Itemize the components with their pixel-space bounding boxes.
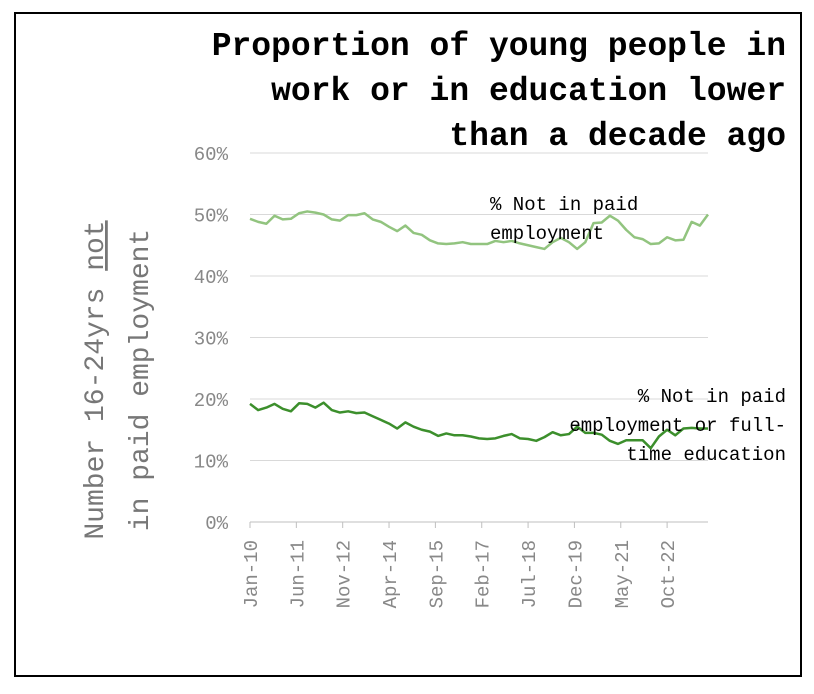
x-tick-label: Jul-18 bbox=[519, 540, 541, 608]
x-tick-label: Jun-11 bbox=[287, 540, 309, 608]
series-line bbox=[249, 401, 708, 450]
series-label: time education bbox=[626, 444, 786, 466]
y-tick-label: 20% bbox=[194, 390, 229, 412]
series-line bbox=[249, 210, 710, 251]
y-tick-label: 30% bbox=[194, 329, 229, 351]
y-tick-label: 0% bbox=[205, 513, 228, 535]
y-axis-title-part: not bbox=[81, 220, 112, 270]
y-axis-title: Number 16-24yrs not bbox=[81, 220, 112, 539]
x-tick-label: Nov-12 bbox=[334, 540, 356, 608]
x-tick-label: May-21 bbox=[612, 540, 634, 608]
series-label: employment bbox=[490, 223, 604, 245]
series-label: % Not in paid bbox=[490, 194, 638, 216]
chart-title: work or in education lower bbox=[271, 73, 786, 110]
y-tick-label: 10% bbox=[194, 452, 229, 474]
x-tick-label: Jan-10 bbox=[241, 540, 263, 608]
y-tick-label: 60% bbox=[194, 144, 229, 166]
y-tick-label: 50% bbox=[194, 206, 229, 228]
x-tick-label: Dec-19 bbox=[565, 540, 587, 608]
chart-title: Proportion of young people in bbox=[212, 28, 786, 65]
y-axis-title: in paid employment bbox=[126, 229, 157, 531]
chart-title: than a decade ago bbox=[449, 118, 786, 155]
frame bbox=[14, 12, 802, 677]
series-label: employment or full- bbox=[569, 415, 786, 437]
x-tick-label: Feb-17 bbox=[473, 540, 495, 608]
series-label: % Not in paid bbox=[638, 386, 786, 408]
y-axis-title-part: Number 16-24yrs bbox=[81, 271, 112, 540]
x-tick-label: Oct-22 bbox=[658, 540, 680, 608]
x-tick-label: Apr-14 bbox=[380, 540, 402, 608]
x-tick-label: Sep-15 bbox=[426, 540, 448, 608]
y-tick-label: 40% bbox=[194, 267, 229, 289]
